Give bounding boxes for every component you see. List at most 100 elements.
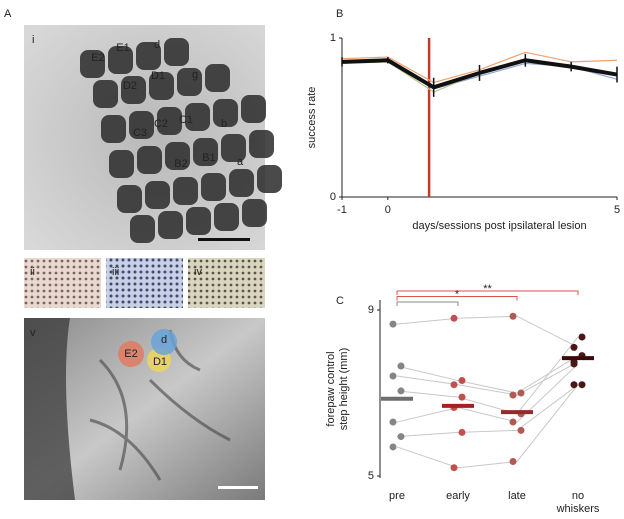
barrel bbox=[109, 150, 134, 178]
overlay-label: E2 bbox=[124, 348, 137, 360]
significance-label: * bbox=[455, 288, 460, 300]
x-axis-label: days/sessions post ipsilateral lesion bbox=[412, 220, 586, 232]
barrel bbox=[177, 68, 202, 96]
y-tick-label: 9 bbox=[368, 304, 374, 316]
significance-label: ** bbox=[483, 283, 492, 295]
significance-bracket bbox=[396, 296, 518, 301]
barrel bbox=[185, 103, 210, 131]
barrel-field bbox=[80, 38, 282, 243]
y-axis-label: step height (mm) bbox=[338, 348, 350, 431]
subject-line bbox=[396, 355, 579, 394]
barrel bbox=[164, 38, 189, 66]
subject-line bbox=[396, 361, 579, 396]
histology-image bbox=[106, 258, 183, 308]
significance-bracket bbox=[396, 301, 459, 306]
data-point bbox=[458, 377, 466, 385]
y-tick-label: 0 bbox=[330, 191, 336, 203]
x-tick-label: whiskers bbox=[556, 503, 600, 515]
image-label: i bbox=[32, 34, 34, 46]
barrel bbox=[257, 165, 282, 193]
barrel bbox=[249, 130, 274, 158]
barrel-label: C2 bbox=[154, 118, 168, 130]
image-shadow bbox=[24, 318, 75, 500]
subject-line bbox=[396, 384, 579, 438]
data-point bbox=[517, 389, 525, 397]
image-label: iii bbox=[112, 266, 119, 278]
data-point bbox=[509, 391, 517, 399]
data-point bbox=[397, 362, 405, 370]
barrel bbox=[149, 72, 174, 100]
barrel-label: C3 bbox=[133, 127, 147, 139]
y-tick-label: 5 bbox=[368, 470, 374, 482]
data-point bbox=[509, 457, 517, 465]
histology-image bbox=[24, 258, 101, 308]
barrel bbox=[158, 211, 183, 239]
barrel bbox=[93, 80, 118, 108]
barrel bbox=[229, 169, 254, 197]
barrel bbox=[214, 203, 239, 231]
barrel-label: D1 bbox=[151, 70, 165, 82]
barrel bbox=[186, 207, 211, 235]
barrel bbox=[80, 50, 105, 78]
blood-vessels bbox=[89, 329, 231, 481]
panel-label: B bbox=[336, 8, 343, 20]
barrel bbox=[201, 173, 226, 201]
barrel bbox=[241, 95, 266, 123]
image-label: iv bbox=[194, 266, 202, 278]
y-axis-label: success rate bbox=[306, 87, 318, 149]
data-point bbox=[517, 426, 525, 434]
data-point bbox=[570, 360, 578, 368]
barrel-label: D2 bbox=[123, 80, 137, 92]
x-tick-label: 0 bbox=[385, 204, 391, 216]
image-label: v bbox=[30, 327, 36, 339]
x-tick-label: 5 bbox=[614, 204, 620, 216]
barrel-label: B2 bbox=[174, 158, 187, 170]
overlay-label: d bbox=[161, 334, 167, 346]
data-point bbox=[397, 433, 405, 441]
barrel bbox=[173, 177, 198, 205]
barrel bbox=[129, 111, 154, 139]
barrel-label: B1 bbox=[202, 152, 215, 164]
data-point bbox=[578, 381, 586, 389]
barrel bbox=[137, 146, 162, 174]
x-tick-label: pre bbox=[389, 490, 405, 502]
scale-bar bbox=[218, 486, 258, 489]
barrel-label: E2 bbox=[91, 52, 104, 64]
barrel bbox=[130, 215, 155, 243]
barrel bbox=[157, 107, 182, 135]
barrel bbox=[193, 138, 218, 166]
panel-label: C bbox=[336, 295, 344, 307]
panel-label: A bbox=[4, 8, 12, 20]
subject-line bbox=[396, 384, 579, 469]
data-point bbox=[509, 418, 517, 426]
barrel bbox=[101, 115, 126, 143]
histology-image bbox=[188, 258, 265, 308]
barrel bbox=[165, 142, 190, 170]
x-tick-label: no bbox=[572, 490, 584, 502]
subject-line bbox=[396, 315, 579, 348]
barrel-label: E1 bbox=[116, 42, 129, 54]
overlay-circle bbox=[151, 329, 177, 355]
data-point bbox=[458, 428, 466, 436]
barrel bbox=[136, 42, 161, 70]
x-tick-label: -1 bbox=[337, 204, 347, 216]
barrel-label: b bbox=[221, 118, 227, 130]
significance-bracket bbox=[396, 290, 579, 295]
barrel bbox=[145, 181, 170, 209]
barrel bbox=[117, 185, 142, 213]
barrel bbox=[108, 46, 133, 74]
y-tick-label: 1 bbox=[330, 32, 336, 44]
data-point bbox=[389, 443, 397, 451]
overlay-circle bbox=[118, 341, 144, 367]
data-point bbox=[458, 393, 466, 401]
data-point bbox=[570, 343, 578, 351]
data-point bbox=[578, 333, 586, 341]
barrel bbox=[205, 64, 230, 92]
barrel-label: d bbox=[154, 39, 160, 51]
barrel-label: C1 bbox=[179, 114, 193, 126]
subject-line bbox=[396, 336, 579, 415]
barrel bbox=[242, 199, 267, 227]
subject-line bbox=[396, 363, 579, 423]
